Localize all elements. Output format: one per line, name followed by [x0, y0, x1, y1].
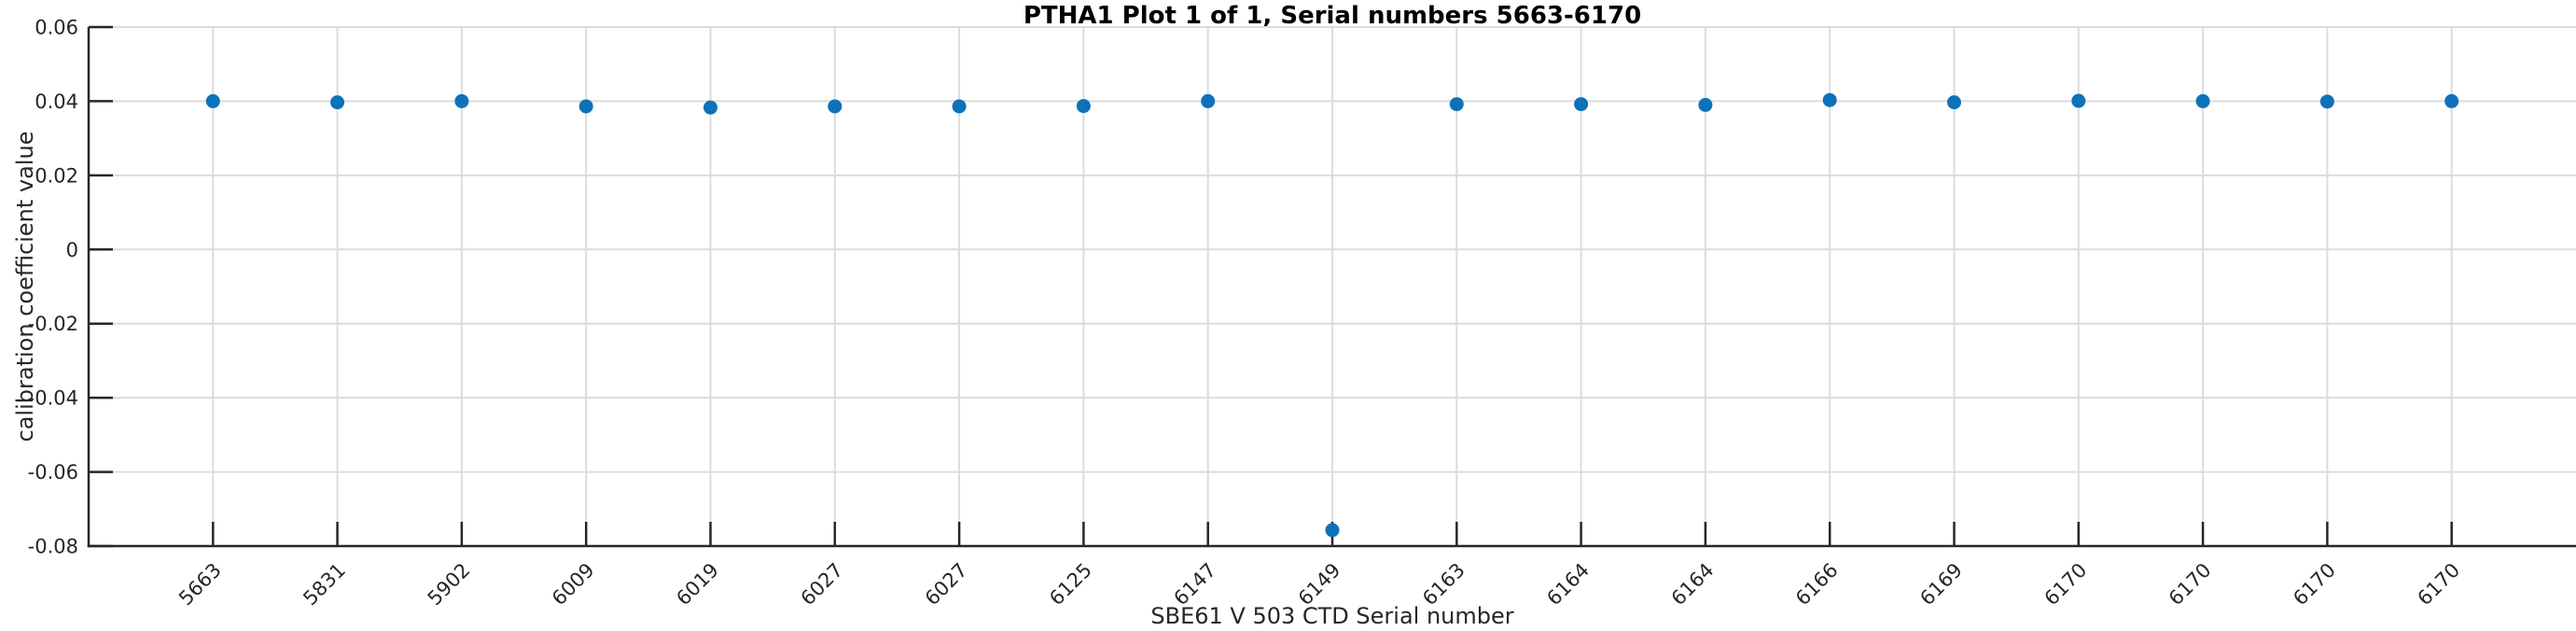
y-tick-label: 0.04 [35, 91, 78, 113]
data-point [330, 95, 345, 110]
data-point [1325, 523, 1340, 538]
data-point [2444, 93, 2459, 108]
y-tick-label: 0.06 [35, 17, 78, 39]
data-point [703, 100, 717, 115]
x-axis-label: SBE61 V 503 CTD Serial number [1150, 603, 1514, 629]
data-point [578, 99, 593, 114]
y-tick-label: 0.02 [35, 164, 78, 187]
data-point [1201, 93, 1216, 108]
y-tick-label: -0.06 [28, 461, 78, 484]
data-point [2071, 93, 2086, 108]
data-point [205, 93, 220, 108]
data-point [1822, 92, 1837, 107]
chart-title: PTHA1 Plot 1 of 1, Serial numbers 5663-6… [1023, 2, 1642, 30]
data-point [828, 99, 842, 114]
data-point [1449, 97, 1464, 112]
data-point [454, 93, 469, 108]
data-point [1574, 97, 1589, 112]
y-tick-label: -0.02 [28, 313, 78, 335]
data-point [1698, 97, 1713, 112]
data-point [2319, 94, 2334, 109]
data-point [2195, 93, 2210, 108]
y-tick-label: -0.04 [28, 387, 78, 410]
data-point [1076, 99, 1091, 114]
y-tick-label: 0 [66, 239, 78, 261]
y-tick-label: -0.08 [28, 536, 78, 558]
data-point [1947, 95, 1961, 110]
data-point [952, 99, 967, 114]
